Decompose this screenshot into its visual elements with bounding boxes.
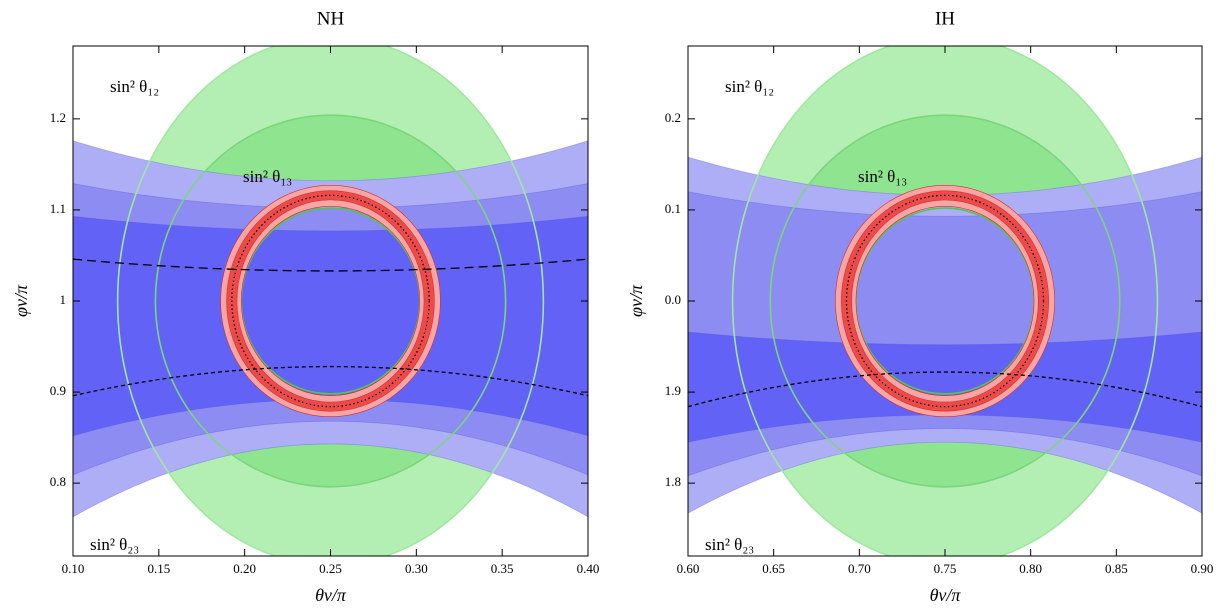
dotted-ellipse [845, 194, 1045, 408]
y-tick-label: 0.8 [50, 474, 66, 489]
ring [226, 190, 435, 412]
x-tick-label: 0.60 [677, 561, 700, 576]
x-tick-label: 0.10 [62, 561, 85, 576]
x-tick-label: 0.70 [848, 561, 871, 576]
ring [220, 185, 441, 417]
x-tick-label: 0.65 [762, 561, 785, 576]
y-tick-label: 1.1 [50, 201, 66, 216]
y-tick-label: 1 [60, 292, 67, 307]
dashed-curve [688, 371, 1202, 408]
y-axis-label: φν/π [626, 284, 646, 317]
x-axis-label: θν/π [315, 585, 347, 605]
y-tick-label: 0.9 [50, 383, 66, 398]
panel: 0.60 0.65 0.70 0.75 0.80 0.85 0.90 1.8 1.9 0.0 0.1… [626, 8, 1213, 605]
panel-title: NH [317, 8, 345, 29]
y-tick-label: 1.9 [665, 383, 681, 398]
y-tick-label: 1.8 [665, 474, 681, 489]
x-tick-label: 0.40 [577, 561, 600, 576]
x-tick-label: 0.15 [147, 561, 170, 576]
dotted-ellipse [231, 194, 430, 408]
y-tick-label: 0.1 [665, 201, 681, 216]
x-tick-label: 0.35 [491, 561, 514, 576]
region-outline [731, 46, 1159, 556]
annotation: sin² θ₁₂ [725, 77, 774, 96]
x-tick-label: 0.90 [1191, 561, 1214, 576]
x-tick-label: 0.85 [1105, 561, 1128, 576]
region-outline [154, 114, 507, 488]
annotation: sin² θ₂₃ [90, 535, 139, 554]
ring [841, 190, 1049, 412]
annotation: sin² θ₁₃ [858, 167, 907, 186]
x-tick-label: 0.20 [233, 561, 256, 576]
x-tick-label: 0.80 [1019, 561, 1042, 576]
panel-title: IH [935, 8, 955, 29]
y-axis-label: φν/π [11, 284, 31, 317]
region-outline [116, 46, 545, 556]
x-tick-label: 0.25 [319, 561, 342, 576]
x-axis-label: θν/π [930, 585, 962, 605]
annotation: sin² θ₁₂ [110, 77, 159, 96]
y-tick-label: 0.2 [665, 110, 681, 125]
dashed-curve [73, 258, 588, 272]
y-tick-label: 1.2 [50, 110, 66, 125]
x-tick-label: 0.75 [934, 561, 957, 576]
region-outline [769, 114, 1121, 488]
dashed-curve [73, 365, 588, 397]
panel: 0.10 0.15 0.20 0.25 0.30 0.35 0.40 0.8 0.9 1 1.1 1.… [11, 8, 599, 605]
plot-area [688, 46, 1202, 556]
annotation: sin² θ₂₃ [705, 535, 754, 554]
annotation: sin² θ₁₃ [243, 167, 292, 186]
plot-area [73, 46, 588, 556]
y-tick-label: 0.0 [665, 292, 681, 307]
x-tick-label: 0.30 [405, 561, 428, 576]
